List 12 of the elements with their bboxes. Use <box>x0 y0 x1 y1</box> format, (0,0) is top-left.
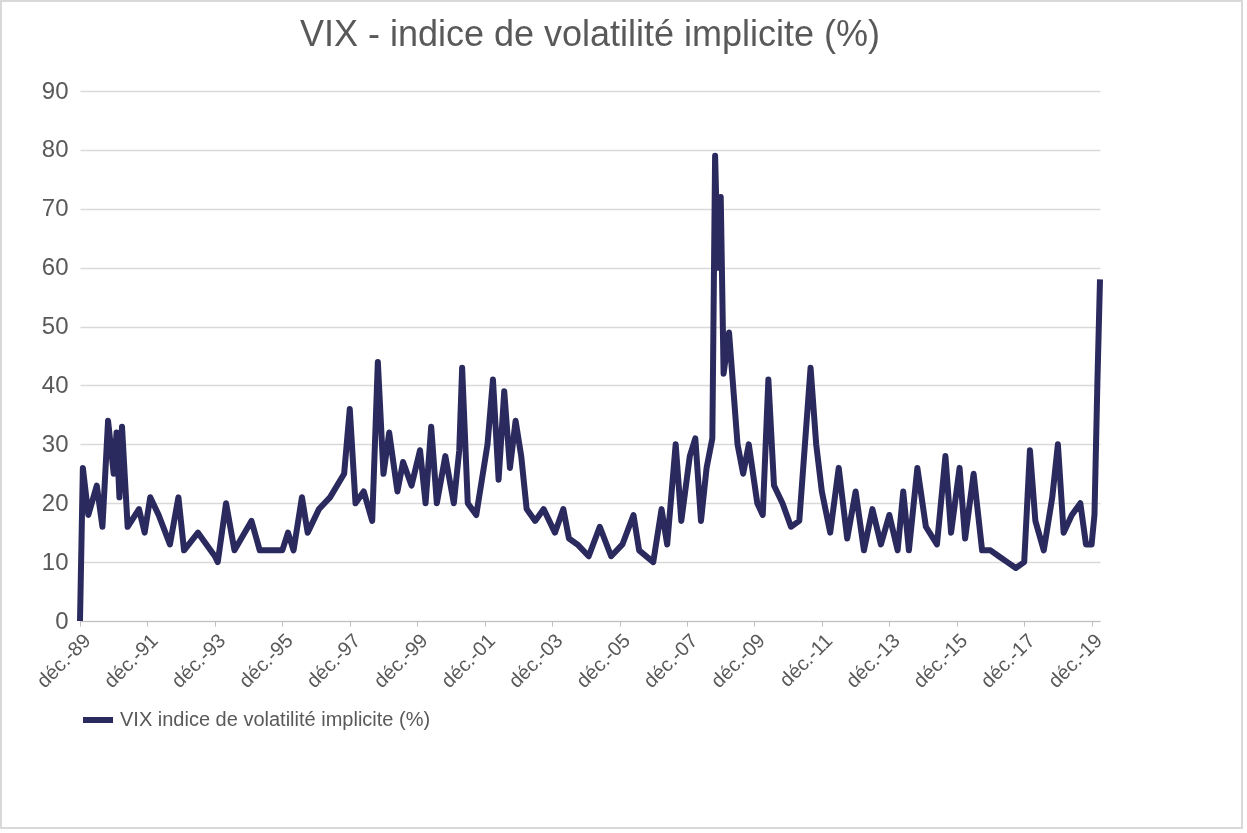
y-tick-label: 50 <box>41 312 69 340</box>
y-tick-label: 10 <box>41 547 69 575</box>
y-tick-label: 70 <box>41 194 69 222</box>
y-tick-label: 0 <box>55 606 69 634</box>
chart-title: VIX - indice de volatilité implicite (%) <box>299 13 881 54</box>
y-tick-label: 40 <box>41 370 69 398</box>
y-tick-label: 30 <box>41 429 69 457</box>
y-tick-label: 20 <box>41 488 69 516</box>
y-tick-label: 80 <box>41 135 69 163</box>
y-tick-label: 60 <box>41 253 69 281</box>
y-tick-label: 90 <box>41 76 69 104</box>
legend-label: VIX indice de volatilité implicite (%) <box>120 708 431 730</box>
